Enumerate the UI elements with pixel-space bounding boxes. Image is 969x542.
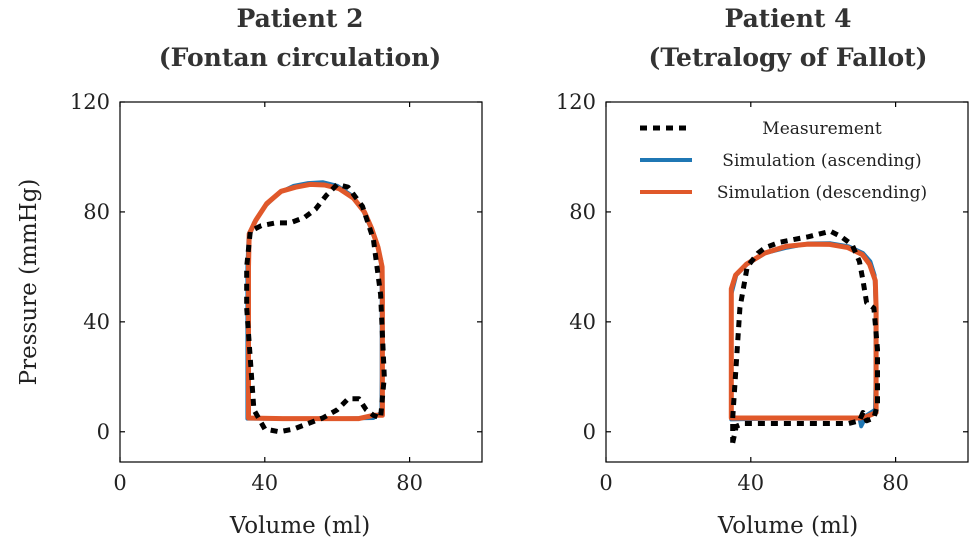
x-tick-label: 80 <box>396 471 423 495</box>
y-tick-label: 0 <box>583 420 596 444</box>
legend-label: Simulation (ascending) <box>722 151 921 171</box>
y-tick-label: 0 <box>97 420 110 444</box>
series-layer <box>244 180 387 435</box>
y-tick-label: 120 <box>70 90 110 114</box>
y-tick-label: 40 <box>83 310 110 334</box>
y-tick-label: 80 <box>83 200 110 224</box>
chart-title-line1: Patient 2 <box>236 4 363 33</box>
x-axis-label: Volume (ml) <box>717 513 858 539</box>
series-layer <box>728 228 880 444</box>
chart-title-line2: (Fontan circulation) <box>159 43 441 72</box>
chart-title-line2: (Tetralogy of Fallot) <box>648 43 927 72</box>
series-simulation-descending-line <box>246 181 385 422</box>
chart-title-line1: Patient 4 <box>724 4 851 33</box>
series-simulation-ascending-line <box>245 180 384 421</box>
tick-layer: 0 40 80 0 40 80 120 <box>70 90 482 495</box>
series-measurement-line <box>244 181 387 435</box>
x-tick-label: 0 <box>599 471 612 495</box>
legend-label: Measurement <box>762 119 882 139</box>
x-tick-label: 0 <box>113 471 126 495</box>
plot-frame <box>119 101 483 463</box>
legend: Measurement Simulation (ascending) Simulat… <box>640 119 927 203</box>
plot-frame <box>605 101 969 463</box>
series-measurement-line <box>730 228 880 444</box>
chart-patient-2: Patient 2 (Fontan circulation) Volume (m… <box>16 4 483 539</box>
series-simulation-descending-line <box>728 241 879 421</box>
y-tick-label: 40 <box>569 310 596 334</box>
y-axis-label: Pressure (mmHg) <box>16 179 42 386</box>
x-tick-label: 40 <box>251 471 278 495</box>
x-tick-label: 40 <box>737 471 764 495</box>
series-simulation-ascending-line <box>729 241 878 429</box>
x-axis-label: Volume (ml) <box>229 513 370 539</box>
tick-layer: 0 40 80 0 40 80 120 <box>556 90 968 495</box>
chart-patient-4: Patient 4 (Tetralogy of Fallot) Volume (… <box>556 4 969 539</box>
legend-label: Simulation (descending) <box>717 183 927 203</box>
y-tick-label: 120 <box>556 90 596 114</box>
y-tick-label: 80 <box>569 200 596 224</box>
x-tick-label: 80 <box>882 471 909 495</box>
